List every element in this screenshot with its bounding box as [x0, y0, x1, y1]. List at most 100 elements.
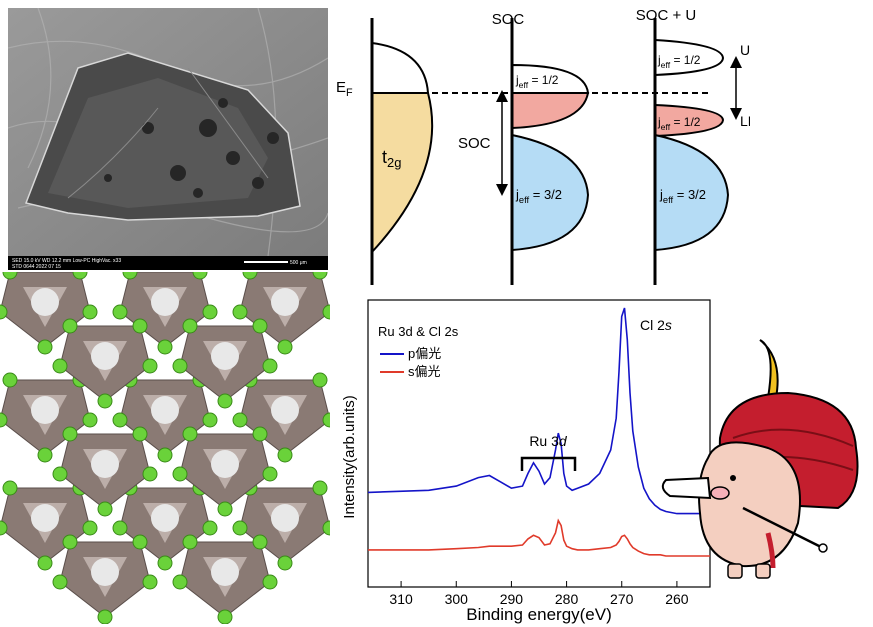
cl-atom [202, 520, 218, 536]
cl-atom [157, 447, 173, 463]
cl-atom [217, 501, 233, 517]
t2g-label: t2g [382, 147, 401, 170]
ru-atom [211, 342, 239, 370]
cl-atom [142, 358, 158, 374]
octahedron [232, 480, 330, 571]
cl-atom [192, 272, 208, 280]
legend-label-s: s偏光 [408, 364, 441, 379]
cl-atom [322, 520, 330, 536]
jeff-half-lhb-label: jeff = 1/2 [657, 115, 701, 132]
cl-atom [217, 393, 233, 409]
cl-atom [62, 426, 78, 442]
ru-atom [91, 450, 119, 478]
cl-atom [172, 466, 188, 482]
band-panel-plain: EF t2g [336, 18, 434, 285]
cl-atom [252, 318, 268, 334]
cl-atom [52, 358, 68, 374]
cl-atom [82, 304, 98, 320]
cl-atom [322, 412, 330, 428]
cl-atom [262, 574, 278, 590]
cl-atom [62, 318, 78, 334]
cl-atom [82, 520, 98, 536]
cl-atom [52, 574, 68, 590]
x-axis-ticks: 310 300 290 280 270 260 [389, 581, 689, 607]
x-tick-label-280: 280 [555, 591, 579, 607]
cl-atom [322, 304, 330, 320]
cl-atom [312, 372, 328, 388]
octahedron [52, 318, 158, 409]
legend-title: Ru 3d & Cl 2s [378, 324, 459, 339]
cl-atom [97, 393, 113, 409]
cl-atom [312, 272, 328, 280]
sem-info-line1: SED 15.0 kV WD 12.2 mm Low-PC HighVac. x… [12, 258, 121, 264]
y-axis-label: Intensity(arb.units) [341, 395, 358, 518]
cl-atom [0, 520, 8, 536]
samurai-mascot-illustration [661, 339, 859, 579]
ru-atom [271, 396, 299, 424]
cl-atom [217, 609, 233, 624]
series-line-1 [368, 518, 710, 557]
ru-atom [91, 342, 119, 370]
cl-atom [82, 412, 98, 428]
jeff-three-half-u-label: jeff = 3/2 [659, 187, 706, 205]
cl-atom [37, 339, 53, 355]
cl-atom [132, 534, 148, 550]
series-line-0 [367, 307, 710, 515]
cl-atom [122, 272, 138, 280]
pig-body [698, 441, 801, 568]
jeff-three-half-label: jeff = 3/2 [515, 187, 562, 205]
octahedron [172, 426, 278, 517]
soc-title: SOC [492, 11, 525, 28]
cl-atom [262, 466, 278, 482]
cl-atom [112, 304, 128, 320]
cl-atom [97, 609, 113, 624]
ru-atom [151, 504, 179, 532]
cl-atom [202, 304, 218, 320]
ru-atom [211, 558, 239, 586]
cl-atom [0, 412, 8, 428]
cl-atom [277, 555, 293, 571]
scale-bar-label: 500 μm [290, 260, 307, 266]
cl-atom [37, 447, 53, 463]
band-panel-soc: SOC SOC jeff = 1/2 jeff = 3/2 [458, 11, 590, 285]
octahedron [172, 534, 278, 624]
cl-atom [2, 372, 18, 388]
cl-atom [72, 272, 88, 280]
lhb-label: LHB [740, 113, 750, 129]
octahedron [172, 318, 278, 409]
cl-atom [277, 339, 293, 355]
cl-atom [252, 534, 268, 550]
jeff-half-label: jeff = 1/2 [515, 73, 559, 90]
cl-atom [0, 304, 8, 320]
octahedron [52, 426, 158, 517]
x-tick-label-310: 310 [389, 591, 413, 607]
cl-atom [132, 318, 148, 334]
xps-spectrum-chart: 310 300 290 280 270 260 Intensity(arb.units) … [341, 299, 711, 624]
cl-atom [97, 501, 113, 517]
soc-u-title: SOC + U [636, 7, 696, 24]
x-tick-label-260: 260 [665, 591, 689, 607]
soc-splitting-label: SOC [458, 135, 491, 152]
x-tick-label-300: 300 [445, 591, 469, 607]
pointer-stick [742, 506, 824, 550]
ru-atom [151, 288, 179, 316]
cl-atom [182, 534, 198, 550]
uhb-label: UHB [740, 42, 750, 58]
plot-frame [367, 299, 711, 588]
cl-atom [112, 412, 128, 428]
sem-info-line2: STD 0644 2022 07 15 [12, 264, 61, 270]
cl-atom [62, 534, 78, 550]
cl-atom [312, 480, 328, 496]
ru3d-annotation: Ru 3d [529, 433, 568, 449]
crystal-lattice [0, 272, 330, 624]
pointing-hand [661, 476, 712, 500]
cl-atom [132, 426, 148, 442]
cl-atom [142, 466, 158, 482]
cl-atom [232, 412, 248, 428]
cl-atom [2, 480, 18, 496]
ru-atom [271, 288, 299, 316]
cl-atom [172, 574, 188, 590]
cl-atom [232, 304, 248, 320]
cl-atom [262, 358, 278, 374]
cl-atom [232, 520, 248, 536]
